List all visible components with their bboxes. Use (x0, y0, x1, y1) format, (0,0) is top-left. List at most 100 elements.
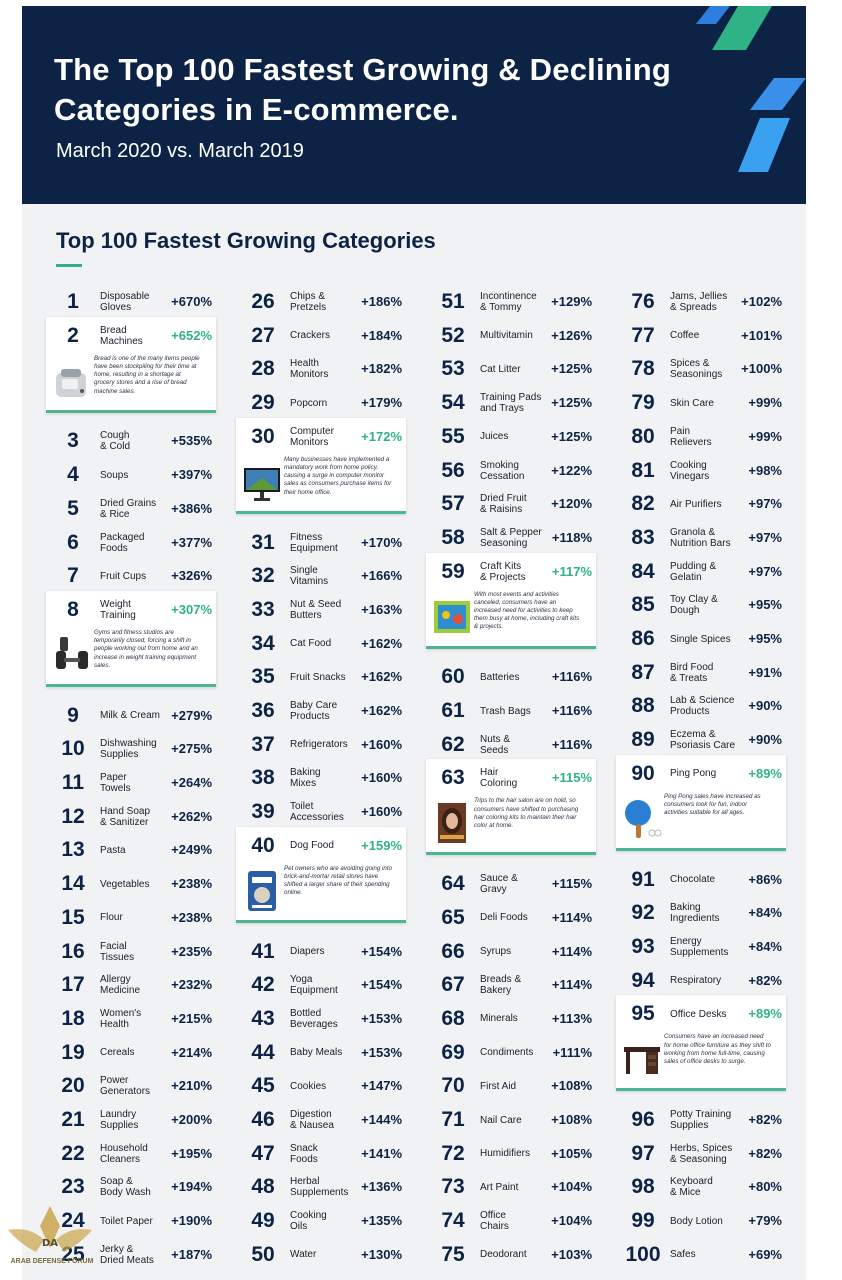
category-name: Cookies (290, 1080, 327, 1092)
page-title: The Top 100 Fastest Growing & Declining … (54, 52, 671, 127)
category-name: Smoking Cessation (480, 459, 525, 482)
category-rank: 67 (441, 973, 465, 997)
growth-percent: +160% (361, 736, 402, 752)
category-rank: 56 (441, 458, 465, 482)
bread-machine-image (52, 359, 92, 403)
category-row: 61 Trash Bags +116% (430, 696, 592, 726)
growth-percent: +154% (361, 943, 402, 959)
growth-percent: +153% (361, 1044, 402, 1060)
category-rank: 76 (631, 290, 655, 313)
category-row: 12 Hand Soap & Sanitizer +262% (50, 802, 212, 832)
growth-percent: +210% (171, 1078, 212, 1094)
category-row: 92 Baking Ingredients +84% (620, 898, 782, 928)
category-row: 97 Herbs, Spices & Seasoning +82% (620, 1139, 782, 1169)
highlight-card: 2 Bread Machines +652% Bread is one of the … (46, 316, 216, 413)
category-name: Cat Litter (480, 363, 521, 375)
category-rank: 88 (631, 694, 655, 718)
category-row: 69 Condiments +111% (430, 1038, 592, 1068)
category-name: Fruit Cups (100, 570, 147, 582)
category-name: First Aid (480, 1080, 517, 1092)
growth-percent: +97% (748, 496, 782, 512)
category-name: Power Generators (100, 1075, 151, 1098)
category-row: 26 Chips & Pretzels +186% (240, 287, 402, 317)
growth-percent: +275% (171, 741, 212, 757)
category-rank: 22 (61, 1141, 85, 1165)
growth-percent: +144% (361, 1112, 402, 1127)
dog-food-bag-image (242, 869, 282, 913)
category-row: 74 Office Chairs +104% (430, 1206, 592, 1236)
category-rank: 69 (441, 1040, 465, 1064)
growth-percent: +172% (361, 428, 402, 444)
category-row: 41 Diapers +154% (240, 937, 402, 967)
category-row: 22 Household Cleaners +195% (50, 1139, 212, 1169)
category-name: Eczema & Psoriasis Care (670, 729, 736, 752)
category-rank: 39 (251, 800, 275, 824)
category-name: Bottled Beverages (290, 1007, 338, 1030)
growth-percent: +117% (551, 563, 592, 579)
category-name: Potty Training Supplies (670, 1109, 732, 1131)
category-rank: 48 (251, 1175, 275, 1199)
growth-percent: +125% (551, 361, 592, 377)
category-rank: 6 (67, 530, 79, 554)
category-name: Dog Food (290, 840, 334, 852)
category-name: Cough & Cold (100, 430, 131, 453)
category-row: 4 Soups +397% (50, 460, 212, 490)
growth-percent: +249% (171, 842, 212, 858)
category-rank: 31 (251, 530, 275, 554)
category-row: 98 Keyboard & Mice +80% (620, 1172, 782, 1202)
category-row: 14 Vegetables +238% (50, 869, 212, 899)
category-rank: 74 (441, 1209, 465, 1233)
growth-percent: +264% (171, 775, 212, 790)
category-row: 38 Baking Mixes +160% (240, 763, 402, 793)
growth-percent: +377% (171, 534, 212, 550)
office-desk-image (622, 1037, 662, 1081)
category-name: Jams, Jellies & Spreads (670, 291, 728, 313)
growth-percent: +82% (748, 1112, 782, 1127)
growth-percent: +125% (551, 428, 592, 444)
category-rank: 98 (631, 1175, 655, 1199)
section-title: Top 100 Fastest Growing Categories (56, 228, 436, 253)
category-row: 30 Computer Monitors +172% (240, 422, 402, 452)
category-row: 37 Refrigerators +160% (240, 730, 402, 760)
highlight-card: 90 Ping Pong +89% Ping Pong sales have incr… (616, 754, 786, 851)
category-name: Minerals (480, 1013, 518, 1025)
category-name: Crackers (290, 330, 331, 342)
category-name: Body Lotion (670, 1215, 723, 1227)
category-row: 46 Digestion & Nausea +144% (240, 1105, 402, 1135)
category-row: 2 Bread Machines +652% (50, 321, 212, 351)
category-row: 50 Water +130% (240, 1240, 402, 1270)
category-row: 54 Training Pads and Trays +125% (430, 388, 592, 418)
category-row: 8 Weight Training +307% (50, 595, 212, 625)
category-row: 83 Granola & Nutrition Bars +97% (620, 523, 782, 553)
svg-text:DA: DA (42, 1238, 58, 1249)
category-name: Dried Grains & Rice (100, 497, 157, 520)
category-row: 80 Pain Relievers +99% (620, 422, 782, 452)
section-underline (56, 264, 82, 267)
category-rank: 10 (61, 737, 85, 761)
category-name: Condiments (480, 1047, 534, 1059)
growth-percent: +115% (551, 876, 592, 892)
category-name: Energy Supplements (670, 935, 729, 958)
growth-percent: +98% (748, 462, 782, 478)
category-row: 73 Art Paint +104% (430, 1172, 592, 1202)
growth-percent: +89% (748, 1006, 782, 1022)
category-row: 43 Bottled Beverages +153% (240, 1004, 402, 1034)
category-name: Health Monitors (290, 358, 329, 381)
category-name: Juices (480, 431, 509, 443)
category-name: Hand Soap & Sanitizer (100, 805, 151, 828)
growth-percent: +101% (741, 327, 782, 343)
category-name: Single Vitamins (290, 565, 329, 588)
category-rank: 100 (625, 1242, 661, 1266)
growth-percent: +89% (748, 765, 782, 781)
growth-percent: +108% (551, 1078, 592, 1094)
category-rank: 20 (61, 1074, 85, 1098)
category-rank: 72 (441, 1141, 465, 1165)
craft-kit-image (432, 595, 472, 639)
category-name: Spices & Seasonings (670, 358, 723, 381)
category-name: Herbs, Spices & Seasoning (670, 1142, 733, 1165)
category-name: Batteries (480, 671, 520, 683)
growth-percent: +136% (361, 1179, 402, 1195)
category-row: 17 Allergy Medicine +232% (50, 970, 212, 1000)
category-name: Lab & Science Products (670, 695, 735, 718)
category-rank: 18 (61, 1006, 85, 1030)
